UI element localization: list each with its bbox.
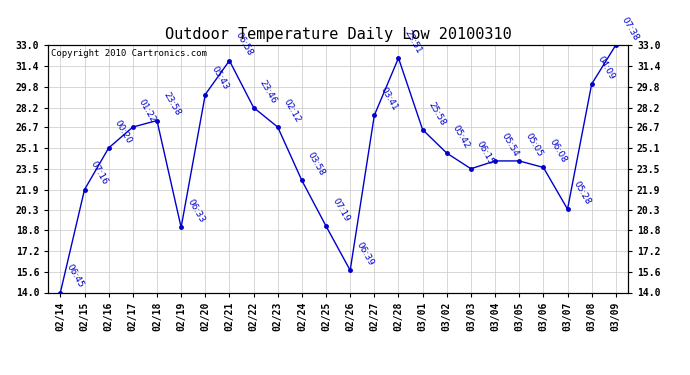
Text: 07:19: 07:19 (331, 196, 351, 223)
Text: 00:20: 00:20 (113, 118, 133, 145)
Text: 23:51: 23:51 (403, 28, 423, 55)
Text: 06:45: 06:45 (65, 263, 85, 290)
Text: 05:54: 05:54 (500, 131, 520, 158)
Title: Outdoor Temperature Daily Low 20100310: Outdoor Temperature Daily Low 20100310 (165, 27, 511, 42)
Text: 06:58: 06:58 (234, 31, 255, 58)
Text: 03:58: 03:58 (306, 151, 327, 178)
Text: 25:58: 25:58 (427, 100, 447, 127)
Text: 23:58: 23:58 (161, 91, 181, 118)
Text: 05:05: 05:05 (524, 131, 544, 158)
Text: 06:08: 06:08 (548, 138, 569, 165)
Text: 04:09: 04:09 (596, 54, 616, 81)
Text: 05:42: 05:42 (451, 124, 471, 150)
Text: 07:38: 07:38 (620, 15, 641, 42)
Text: 06:39: 06:39 (355, 241, 375, 268)
Text: 01:22: 01:22 (137, 98, 157, 124)
Text: 06:15: 06:15 (475, 139, 496, 166)
Text: 23:46: 23:46 (258, 78, 278, 105)
Text: 07:16: 07:16 (89, 160, 110, 187)
Text: 05:43: 05:43 (210, 65, 230, 92)
Text: 05:28: 05:28 (572, 180, 592, 206)
Text: 02:12: 02:12 (282, 98, 302, 124)
Text: 03:41: 03:41 (379, 86, 399, 112)
Text: Copyright 2010 Cartronics.com: Copyright 2010 Cartronics.com (51, 49, 207, 58)
Text: 06:33: 06:33 (186, 198, 206, 225)
